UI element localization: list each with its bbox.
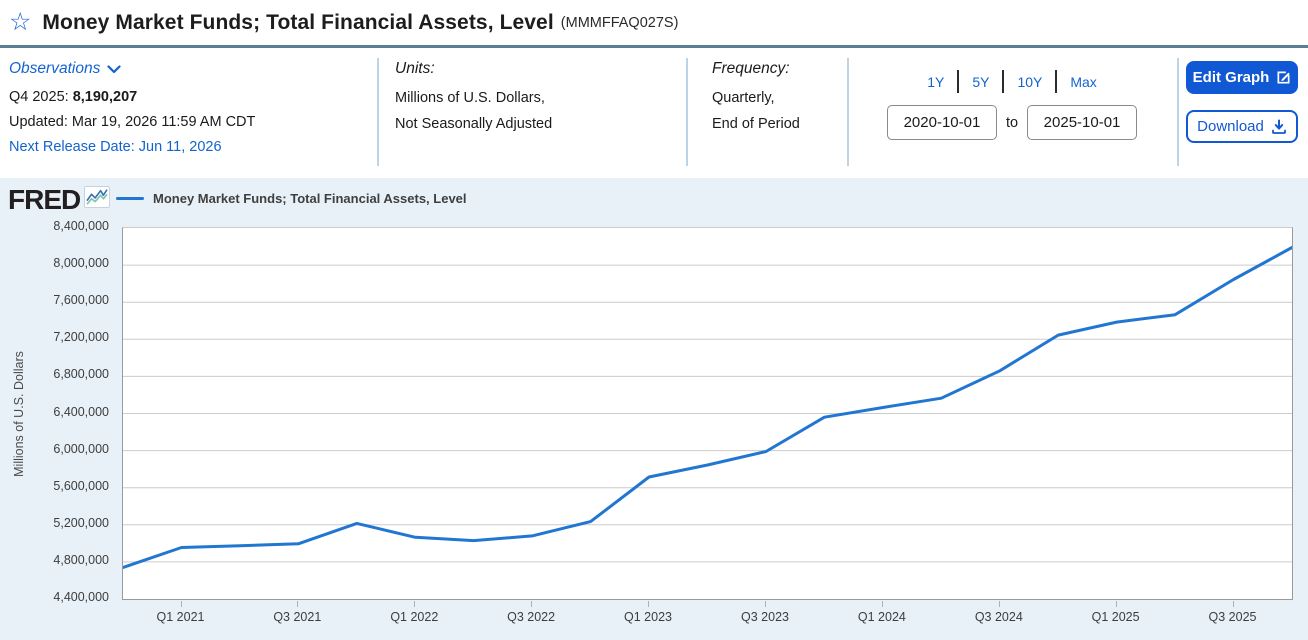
range-button-10y[interactable]: 10Y [1017, 73, 1043, 90]
x-tick-label: Q1 2025 [1091, 610, 1140, 624]
column-divider [1177, 58, 1179, 166]
range-separator [1055, 70, 1058, 93]
chart-legend: Money Market Funds; Total Financial Asse… [116, 191, 467, 206]
y-tick-label: 7,200,000 [53, 330, 109, 345]
observations-dropdown[interactable]: Observations [9, 58, 255, 80]
range-button-group: 1Y 5Y 10Y Max [847, 70, 1177, 93]
x-tick-mark [414, 601, 416, 607]
action-buttons: Edit Graph Download [1186, 61, 1298, 143]
download-icon [1271, 119, 1286, 134]
chevron-down-icon [107, 64, 121, 73]
x-tick-mark [180, 601, 182, 607]
y-tick-label: 4,400,000 [53, 590, 109, 604]
series-id: (MMMFFAQ027S) [560, 14, 679, 31]
frequency-line1: Quarterly, [712, 90, 775, 106]
x-tick-label: Q1 2024 [857, 610, 906, 624]
observations-label: Observations [9, 60, 101, 77]
y-tick-label: 4,800,000 [53, 552, 109, 567]
edit-graph-button[interactable]: Edit Graph [1186, 61, 1298, 94]
x-tick-mark [648, 601, 649, 607]
x-axis: Q1 2021 Q3 2021 Q1 2022 Q3 2022 Q1 2023 Q3 20… [122, 601, 1293, 627]
x-tick-label: Q1 2021 [156, 610, 205, 624]
range-button-max[interactable]: Max [1070, 73, 1097, 90]
units-panel: Units: Millions of U.S. Dollars, Not Sea… [395, 58, 552, 137]
range-button-1y[interactable]: 1Y [927, 73, 945, 90]
units-line2: Not Seasonally Adjusted [395, 116, 553, 132]
meta-bar: Observations Q4 2025: 8,190,207 Updated:… [0, 48, 1308, 178]
legend-line-swatch [116, 196, 144, 201]
download-label: Download [1197, 118, 1264, 135]
x-tick-label: Q1 2022 [390, 610, 439, 624]
x-tick-label: Q3 2021 [273, 610, 322, 624]
x-tick-label: Q3 2024 [974, 610, 1023, 624]
x-tick-mark [881, 601, 883, 607]
title-divider [0, 45, 1308, 48]
frequency-line2: End of Period [712, 116, 800, 132]
range-button-5y[interactable]: 5Y [972, 73, 990, 90]
legend-label: Money Market Funds; Total Financial Asse… [153, 191, 467, 206]
frequency-label: Frequency: [712, 60, 790, 77]
x-tick-label: Q3 2023 [741, 610, 789, 624]
chart-canvas [123, 246, 1292, 569]
column-divider [686, 58, 688, 166]
units-label: Units: [395, 60, 435, 77]
y-tick-label: 6,400,000 [53, 404, 109, 419]
updated-timestamp: Updated: Mar 19, 2026 11:59 AM CDT [9, 114, 256, 130]
latest-value: 8,190,207 [72, 89, 138, 105]
next-release-link[interactable]: Next Release Date: Jun 11, 2026 [9, 139, 222, 155]
plot-area[interactable] [122, 227, 1293, 600]
observations-panel: Observations Q4 2025: 8,190,207 Updated:… [9, 58, 255, 160]
x-tick-mark [531, 601, 533, 607]
data-line [123, 246, 1292, 569]
x-tick-label: Q3 2022 [507, 610, 556, 624]
range-separator [957, 70, 960, 93]
title-bar: ☆ Money Market Funds; Total Financial As… [0, 0, 1308, 45]
y-tick-label: 7,600,000 [53, 293, 109, 308]
y-axis: 8,400,000 8,000,000 7,600,000 7,200,000 6,80… [0, 219, 112, 604]
x-tick-mark [297, 601, 299, 607]
column-divider [847, 58, 849, 166]
to-label: to [1005, 114, 1019, 131]
fred-logo-chart-icon [84, 186, 110, 208]
y-tick-label: 8,000,000 [53, 256, 109, 271]
edit-icon [1277, 71, 1291, 84]
y-tick-label: 5,600,000 [53, 478, 109, 493]
x-tick-mark [765, 601, 766, 607]
date-range-row: to [847, 105, 1177, 140]
x-tick-mark [1232, 601, 1234, 607]
y-tick-label: 5,200,000 [53, 515, 109, 530]
favorite-star-icon[interactable]: ☆ [9, 8, 32, 36]
latest-period: Q4 2025: [9, 89, 69, 105]
range-separator [1002, 70, 1005, 93]
x-tick-label: Q3 2025 [1208, 610, 1257, 624]
edit-graph-label: Edit Graph [1192, 69, 1270, 86]
y-tick-label: 6,000,000 [53, 441, 109, 456]
latest-observation: Q4 2025: 8,190,207 [9, 85, 255, 110]
end-date-input[interactable] [1027, 105, 1138, 140]
x-tick-mark [998, 601, 1000, 607]
page-title: Money Market Funds; Total Financial Asse… [42, 10, 554, 34]
graph-section: FRED Money Market Funds; Total Financial… [0, 178, 1308, 640]
x-tick-label: Q1 2023 [624, 610, 672, 624]
fred-logo[interactable]: FRED [8, 184, 81, 215]
download-button[interactable]: Download [1186, 110, 1298, 143]
column-divider [377, 58, 379, 166]
y-tick-label: 6,800,000 [53, 367, 109, 382]
y-tick-label: 8,400,000 [53, 219, 109, 233]
start-date-input[interactable] [886, 105, 997, 140]
units-line1: Millions of U.S. Dollars, [395, 90, 545, 106]
x-tick-mark [1115, 601, 1117, 607]
frequency-panel: Frequency: Quarterly, End of Period [712, 58, 800, 137]
